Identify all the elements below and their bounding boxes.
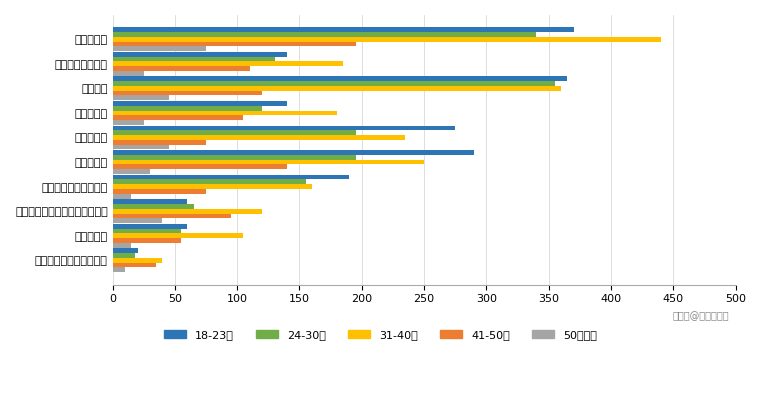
Bar — [113, 224, 187, 228]
Bar — [113, 258, 162, 263]
Bar — [113, 180, 306, 184]
Bar — [113, 96, 169, 100]
Bar — [113, 218, 162, 223]
Bar — [113, 238, 181, 243]
Bar — [113, 204, 193, 209]
Bar — [113, 248, 138, 253]
Bar — [113, 194, 132, 198]
Bar — [113, 150, 474, 155]
Bar — [113, 135, 406, 140]
Bar — [113, 199, 187, 204]
Bar — [113, 243, 132, 248]
Bar — [113, 155, 355, 160]
Bar — [113, 189, 206, 194]
Bar — [113, 253, 135, 258]
Bar — [113, 56, 275, 61]
Bar — [113, 126, 455, 130]
Text: 搜狐号@学院小助手: 搜狐号@学院小助手 — [673, 312, 729, 322]
Bar — [113, 91, 262, 96]
Bar — [113, 214, 231, 218]
Bar — [113, 120, 144, 125]
Bar — [113, 115, 244, 120]
Bar — [113, 42, 355, 46]
Bar — [113, 52, 287, 56]
Bar — [113, 110, 337, 115]
Bar — [113, 268, 125, 272]
Bar — [113, 101, 287, 106]
Bar — [113, 46, 206, 51]
Bar — [113, 160, 424, 164]
Bar — [113, 130, 355, 135]
Bar — [113, 175, 349, 180]
Bar — [113, 37, 661, 42]
Bar — [113, 71, 144, 76]
Bar — [113, 145, 169, 150]
Bar — [113, 140, 206, 145]
Bar — [113, 61, 343, 66]
Legend: 18-23岁, 24-30岁, 31-40岁, 41-50岁, 50岁以上: 18-23岁, 24-30岁, 31-40岁, 41-50岁, 50岁以上 — [159, 325, 602, 344]
Bar — [113, 81, 555, 86]
Bar — [113, 209, 262, 214]
Bar — [113, 233, 244, 238]
Bar — [113, 164, 287, 169]
Bar — [113, 76, 567, 81]
Bar — [113, 263, 156, 268]
Bar — [113, 86, 561, 91]
Bar — [113, 228, 181, 233]
Bar — [113, 27, 574, 32]
Bar — [113, 66, 250, 71]
Bar — [113, 32, 537, 37]
Bar — [113, 106, 262, 110]
Bar — [113, 169, 150, 174]
Bar — [113, 184, 312, 189]
